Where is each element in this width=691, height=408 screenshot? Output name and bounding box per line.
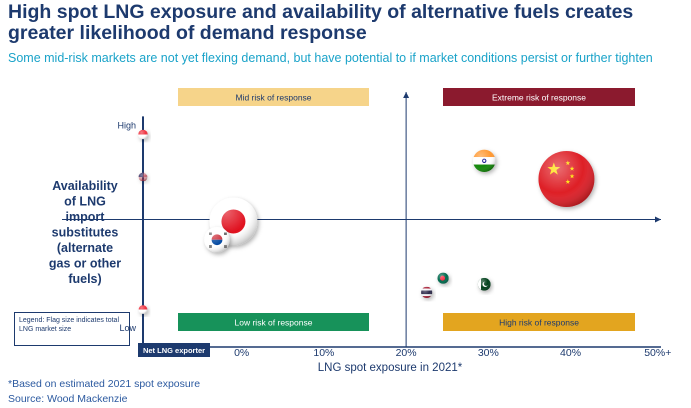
x-tick-label: 30%	[478, 347, 499, 359]
pakistan-flag-icon	[477, 277, 491, 291]
south-korea-flag-icon	[204, 226, 230, 253]
x-tick-label: 40%	[560, 347, 581, 359]
usa-flag-icon	[138, 172, 148, 182]
chart-title: High spot LNG exposure and availability …	[8, 1, 634, 44]
footnote: *Based on estimated 2021 spot exposure	[8, 378, 201, 390]
quadrant-bar	[443, 313, 635, 331]
quadrant-label: Low risk of response	[235, 318, 313, 328]
x-tick-label: 0%	[234, 347, 249, 359]
net-exporter-box	[138, 343, 210, 357]
china-flag-icon	[538, 151, 595, 208]
quadrant-bar	[443, 88, 635, 106]
flag-shine	[138, 172, 148, 182]
singapore-flag-icon	[138, 305, 148, 314]
singapore-flag-icon	[138, 129, 148, 140]
vertical-divider-arrow	[403, 92, 410, 98]
flag-shine	[204, 226, 230, 253]
net-exporter-label: Net LNG exporter	[143, 346, 205, 355]
x-tick-label: 20%	[396, 347, 417, 359]
flag-shine	[437, 272, 449, 284]
flag-shine	[138, 305, 148, 314]
x-axis-label: LNG spot exposure in 2021*	[318, 362, 463, 374]
flag-shine	[473, 149, 496, 173]
quadrant-bar	[178, 88, 369, 106]
flag-shine	[421, 286, 433, 298]
quadrant-label: Extreme risk of response	[492, 93, 586, 103]
horizontal-divider-arrow	[655, 216, 661, 223]
flag-shine	[138, 129, 148, 140]
x-tick-label: 50%+	[644, 347, 671, 359]
quadrant-label: High risk of response	[499, 318, 579, 328]
quadrant-label: Mid risk of response	[235, 93, 311, 103]
y-tick-label: Low	[119, 323, 136, 333]
chart-subtitle: Some mid-risk markets are not yet flexin…	[8, 51, 653, 65]
india-flag-icon	[473, 149, 496, 173]
quadrant-bar	[178, 313, 369, 331]
y-tick-label: High	[117, 120, 136, 130]
source-note: Source: Wood Mackenzie	[8, 393, 128, 405]
thailand-flag-icon	[421, 286, 433, 298]
legend-note: Legend: Flag size indicates total LNG ma…	[14, 312, 130, 346]
bangladesh-flag-icon	[437, 272, 449, 284]
x-tick-label: 10%	[313, 347, 334, 359]
flag-shine	[538, 151, 595, 208]
y-axis-label: Availability of LNG import substitutes (alte…	[49, 179, 121, 286]
flag-shine	[477, 277, 491, 291]
